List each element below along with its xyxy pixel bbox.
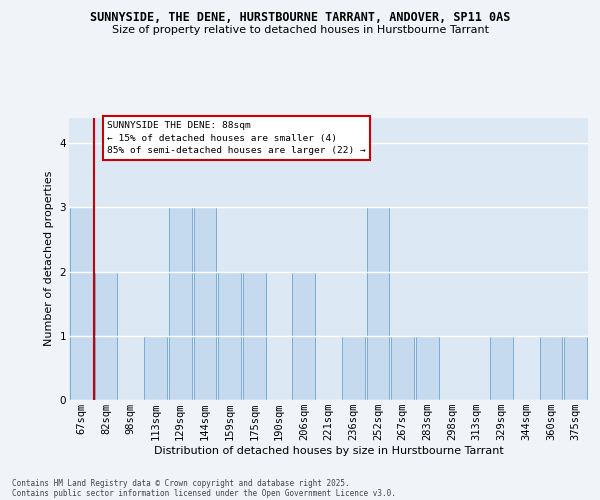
- Bar: [70, 208, 93, 400]
- Bar: [194, 208, 216, 400]
- Bar: [539, 336, 562, 400]
- Bar: [292, 272, 315, 400]
- Bar: [490, 336, 513, 400]
- Text: SUNNYSIDE, THE DENE, HURSTBOURNE TARRANT, ANDOVER, SP11 0AS: SUNNYSIDE, THE DENE, HURSTBOURNE TARRANT…: [90, 11, 510, 24]
- Text: Size of property relative to detached houses in Hurstbourne Tarrant: Size of property relative to detached ho…: [112, 25, 488, 35]
- Bar: [218, 272, 241, 400]
- X-axis label: Distribution of detached houses by size in Hurstbourne Tarrant: Distribution of detached houses by size …: [154, 446, 503, 456]
- Text: SUNNYSIDE THE DENE: 88sqm
← 15% of detached houses are smaller (4)
85% of semi-d: SUNNYSIDE THE DENE: 88sqm ← 15% of detac…: [107, 120, 366, 156]
- Bar: [169, 208, 191, 400]
- Bar: [243, 272, 266, 400]
- Bar: [564, 336, 587, 400]
- Bar: [144, 336, 167, 400]
- Text: Contains HM Land Registry data © Crown copyright and database right 2025.
Contai: Contains HM Land Registry data © Crown c…: [12, 479, 396, 498]
- Bar: [391, 336, 414, 400]
- Bar: [367, 208, 389, 400]
- Y-axis label: Number of detached properties: Number of detached properties: [44, 171, 54, 346]
- Bar: [342, 336, 365, 400]
- Bar: [416, 336, 439, 400]
- Bar: [95, 272, 118, 400]
